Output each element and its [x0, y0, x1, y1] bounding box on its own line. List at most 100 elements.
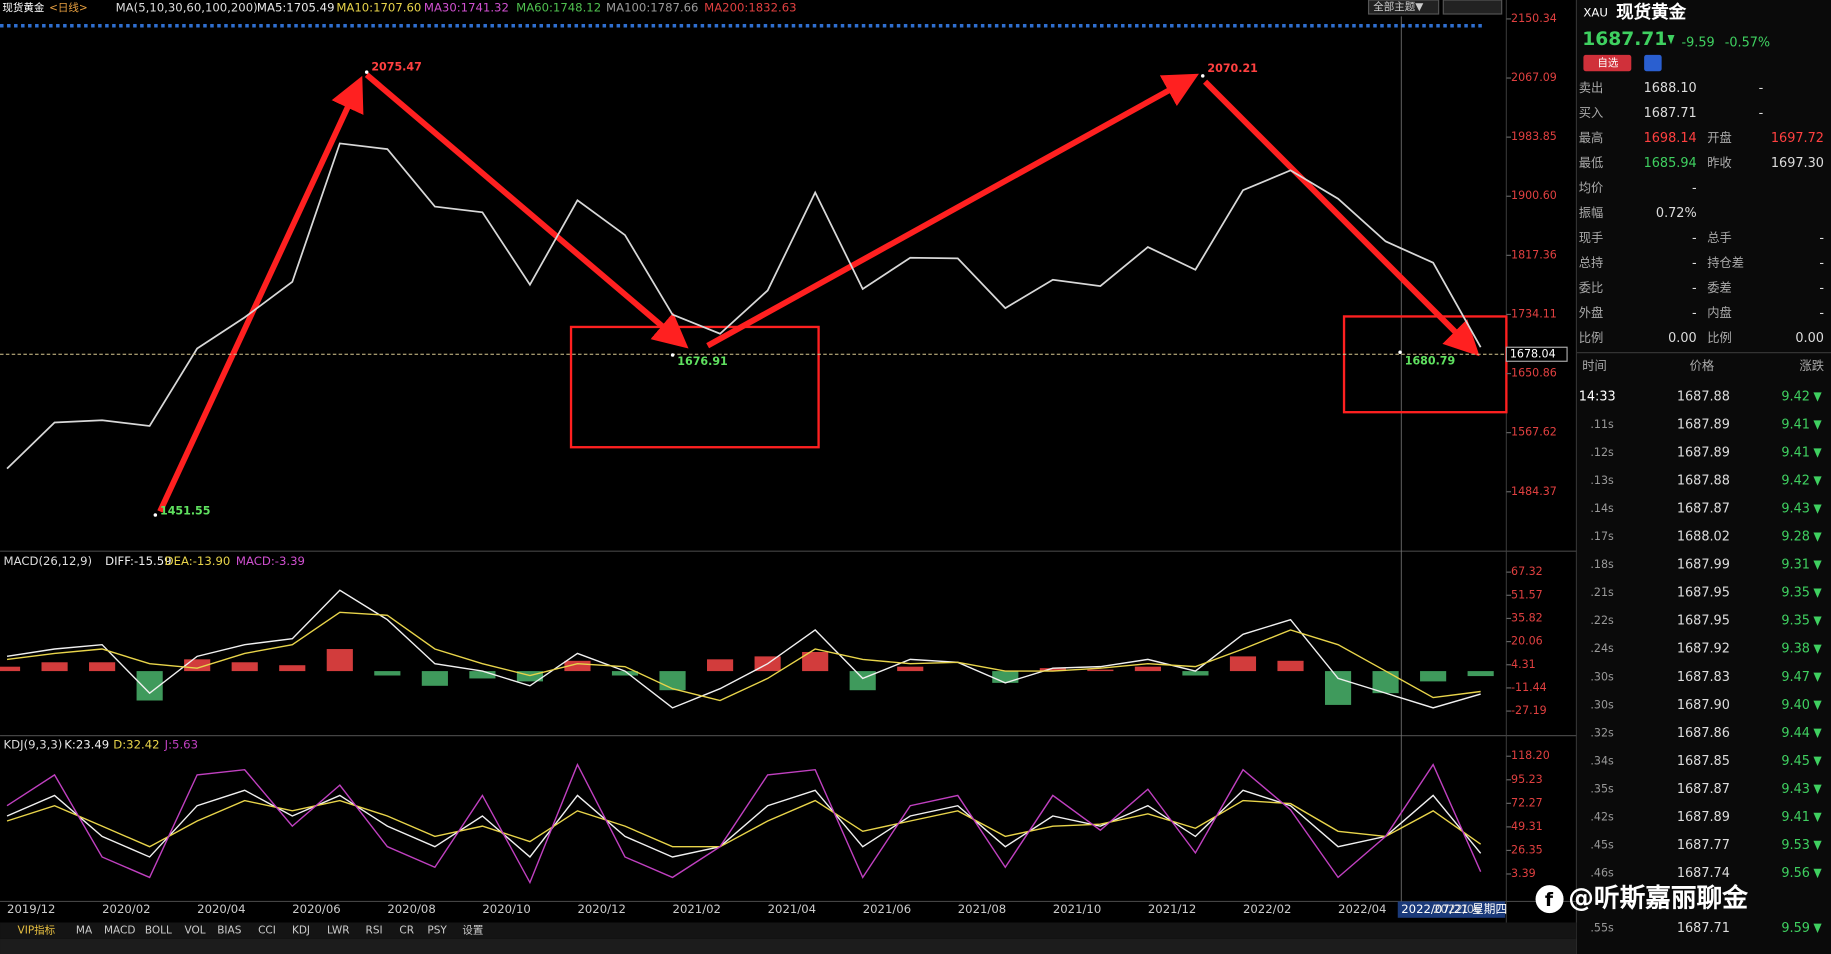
favorite-label[interactable]: 自选 — [1597, 56, 1619, 69]
macd-bar — [802, 651, 829, 672]
macd-bar — [1467, 671, 1494, 677]
tick-price: 1687.89 — [1677, 446, 1730, 461]
down-arrow — [1667, 35, 1675, 45]
theme-button[interactable] — [1367, 0, 1440, 15]
y-tick-label: -27.19 — [1511, 704, 1547, 717]
macd-bar — [1087, 669, 1114, 672]
tick-arrow — [1813, 672, 1822, 682]
toolbar-icons[interactable] — [1442, 0, 1503, 15]
watermark: @听斯嘉丽聊金 — [1568, 883, 1748, 914]
tick-time: .45s — [1590, 838, 1614, 851]
quote-value: 1697.30 — [1771, 156, 1824, 171]
indicator-tab[interactable]: MA — [76, 925, 93, 937]
indicator-tab[interactable]: CR — [399, 925, 414, 937]
tick-arrow — [1813, 840, 1822, 851]
y-tick-label: 49.31 — [1511, 820, 1543, 833]
macd-bar — [611, 671, 639, 676]
table-header: 涨跌 — [1799, 358, 1824, 373]
macd-bar — [1229, 656, 1257, 672]
macd-bar — [1182, 671, 1209, 676]
highlight-box — [1342, 315, 1508, 414]
y-tick-label: 95.23 — [1511, 773, 1543, 786]
indicator-tab[interactable]: LWR — [327, 925, 350, 937]
tick-arrow — [1813, 868, 1822, 879]
macd-bar — [1324, 671, 1352, 705]
watermark-icon-glyph: f — [1545, 890, 1554, 911]
indicator-tab[interactable]: 设置 — [462, 925, 483, 937]
ma-legend: MA60:1748.12 — [516, 1, 601, 15]
quote-value: - — [1819, 231, 1824, 246]
instrument-name: 现货黄金 — [2, 1, 44, 14]
macd-bar — [1277, 660, 1304, 672]
tick-arrow — [1813, 644, 1822, 654]
tick-change: 9.28 — [1781, 530, 1810, 545]
macd-bar — [1372, 671, 1399, 694]
indicator-tab[interactable]: BIAS — [217, 925, 241, 937]
quote-value: 1685.94 — [1644, 156, 1697, 171]
tick-time: .11s — [1590, 418, 1614, 431]
alert-button[interactable] — [1644, 54, 1662, 72]
quote-label: 总手 — [1707, 231, 1732, 245]
y-tick-label: 35.82 — [1511, 611, 1543, 624]
x-tick-label: 2021/04 — [768, 902, 816, 916]
indicator-tab[interactable]: PSY — [427, 925, 447, 937]
quote-label: 比例 — [1707, 331, 1732, 345]
extreme-point — [1398, 350, 1402, 355]
macd-bar — [564, 660, 591, 672]
tick-arrow — [1813, 700, 1822, 710]
kdj-legend: J:5.63 — [164, 737, 198, 751]
indicator-tab[interactable]: RSI — [366, 925, 383, 937]
tick-change: 9.31 — [1781, 558, 1810, 573]
macd-bar — [184, 659, 211, 672]
y-tick-label: 51.57 — [1511, 588, 1543, 601]
tick-time: .13s — [1590, 474, 1614, 487]
extreme-label: 1680.79 — [1405, 355, 1455, 368]
ma-title: MA(5,10,30,60,100,200) — [116, 1, 258, 15]
macd-bar — [707, 659, 734, 672]
trend-arrows — [157, 72, 1480, 513]
x-tick-label: 2020/06 — [292, 902, 340, 916]
extreme-label: 1676.91 — [677, 355, 727, 368]
x-tick-label: 2022/06 — [1433, 902, 1481, 916]
ma-legend: MA200:1832.63 — [704, 1, 796, 15]
tick-time: .24s — [1590, 642, 1614, 655]
tick-time: .55s — [1590, 921, 1614, 934]
tick-change: 9.43 — [1781, 782, 1810, 797]
indicator-tab[interactable]: KDJ — [292, 925, 310, 937]
extreme-point — [1200, 74, 1205, 78]
tick-time: .22s — [1590, 614, 1614, 627]
macd-legend: DIFF:-15.59 — [105, 554, 171, 568]
indicator-tab[interactable]: VOL — [185, 925, 206, 937]
x-tick-label: 2020/02 — [102, 902, 150, 916]
indicator-tab[interactable]: CCI — [258, 925, 276, 937]
macd-bar — [326, 649, 353, 672]
tick-price: 1687.92 — [1677, 642, 1730, 657]
y-tick-label: 26.35 — [1511, 843, 1543, 856]
watermark-icon — [1535, 885, 1564, 914]
extreme-point — [364, 70, 369, 74]
tick-price: 1687.85 — [1677, 754, 1730, 769]
quote-label: 昨收 — [1707, 156, 1732, 170]
indicator-tab[interactable]: BOLL — [145, 925, 172, 937]
quote-change-pct: -0.57% — [1725, 36, 1770, 51]
tick-price: 1687.87 — [1677, 502, 1730, 517]
current-price-label: 1678.04 — [1510, 347, 1556, 360]
tick-arrow — [1813, 532, 1822, 542]
y-tick-label: 2067.09 — [1511, 71, 1557, 84]
y-tick-label: 1900.60 — [1511, 189, 1557, 202]
quote-value: - — [1819, 281, 1824, 296]
tick-arrow — [1813, 392, 1822, 402]
indicator-tab[interactable]: VIP指标 — [18, 924, 56, 937]
tick-price: 1687.90 — [1677, 698, 1730, 713]
tick-price: 1687.87 — [1677, 782, 1730, 797]
favorite-button[interactable] — [1583, 54, 1632, 72]
tick-price: 1687.88 — [1677, 390, 1730, 405]
macd-bar — [516, 671, 544, 682]
quote-label: 最高 — [1579, 130, 1604, 145]
theme-button-label[interactable]: 全部主题▼ — [1373, 0, 1424, 13]
quote-value: - — [1819, 256, 1824, 271]
tick-change: 9.42 — [1781, 390, 1810, 405]
macd-bar — [41, 662, 68, 672]
indicator-tab[interactable]: MACD — [104, 925, 135, 937]
